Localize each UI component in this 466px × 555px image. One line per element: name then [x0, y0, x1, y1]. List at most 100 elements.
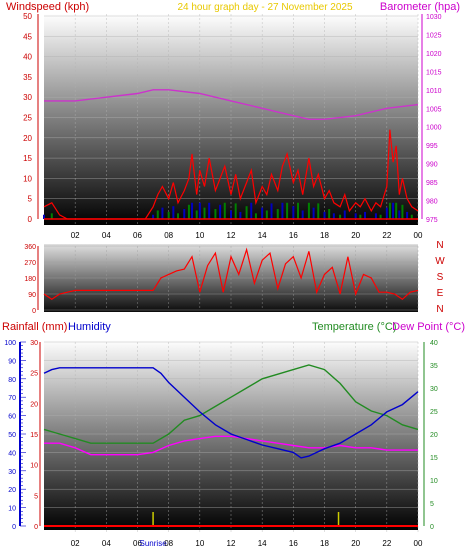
direction-y-tick: 360 — [24, 244, 36, 251]
humidity-y-tick: 80 — [8, 377, 16, 384]
humidity-y-tick: 10 — [8, 506, 16, 513]
gust-bar — [172, 206, 175, 219]
temperature-y-tick: 5 — [430, 501, 434, 508]
gust-bar — [161, 207, 164, 219]
gust-bar — [410, 214, 413, 219]
windspeed-line — [43, 129, 419, 220]
dewpoint-label: Dew Point (°C) — [392, 321, 465, 333]
gust-bar — [214, 209, 217, 219]
wind-y-tick: 30 — [23, 93, 32, 102]
rainfall-y-tick: 10 — [30, 463, 38, 470]
temperature-line — [43, 364, 419, 444]
gust-bar — [323, 211, 326, 219]
barometer-y-tick: 1000 — [426, 125, 442, 132]
gust-bar — [339, 214, 342, 219]
temperature-x-tick: 00 — [414, 539, 423, 548]
compass-label: W — [435, 256, 445, 267]
direction-y-tick: 270 — [24, 260, 36, 267]
gust-bar — [234, 203, 237, 219]
wind-x-tick: 20 — [351, 231, 360, 240]
temperature-x-tick: 06 — [133, 539, 142, 548]
rainfall-y-tick: 30 — [30, 340, 38, 347]
rainfall-y-tick: 20 — [30, 401, 38, 408]
barometer-y-tick: 1015 — [426, 69, 442, 76]
wind-x-tick: 12 — [227, 231, 236, 240]
gust-bar — [343, 210, 346, 219]
wind-y-tick: 10 — [23, 174, 32, 183]
barometer-y-tick: 990 — [426, 162, 438, 169]
wind-y-tick: 50 — [23, 12, 32, 21]
humidity-y-tick: 60 — [8, 414, 16, 421]
gust-bar — [198, 202, 201, 219]
humidity-line — [43, 367, 419, 459]
humidity-y-tick: 0 — [12, 524, 16, 531]
wind-y-tick: 0 — [28, 215, 33, 224]
humidity-label: Humidity — [68, 321, 111, 333]
wind-x-tick: 18 — [320, 231, 329, 240]
gust-bar — [307, 202, 310, 219]
barometer-y-tick: 1020 — [426, 51, 442, 58]
temperature-x-tick: 04 — [102, 539, 111, 548]
temperature-y-tick: 40 — [430, 340, 438, 347]
gust-bar — [265, 210, 268, 219]
gust-bar — [43, 214, 45, 219]
gust-bar — [276, 209, 279, 219]
rainfall-y-tick: 15 — [30, 432, 38, 439]
temperature-x-tick: 10 — [195, 539, 204, 548]
direction-y-tick: 90 — [28, 292, 36, 299]
gust-bar — [406, 211, 409, 219]
wind-x-tick: 22 — [382, 231, 391, 240]
humidity-y-tick: 100 — [4, 340, 16, 347]
barometer-line — [44, 89, 419, 120]
rainfall-y-tick: 25 — [30, 371, 38, 378]
gust-bar — [50, 213, 53, 219]
gust-bar — [398, 210, 401, 219]
gust-bar — [183, 209, 186, 219]
gust-bar — [223, 202, 226, 219]
wind-y-tick: 35 — [23, 73, 32, 82]
gust-bar — [328, 209, 331, 219]
gust-bar — [332, 213, 335, 219]
wind-y-tick: 15 — [23, 154, 32, 163]
humidity-y-tick: 40 — [8, 450, 16, 457]
windspeed-label: Windspeed (kph) — [6, 1, 89, 13]
barometer-y-tick: 1010 — [426, 88, 442, 95]
compass-label: E — [437, 288, 444, 299]
gust-bar — [379, 214, 382, 219]
gust-bar — [195, 210, 198, 219]
gust-bar — [292, 206, 295, 219]
barometer-y-tick: 1025 — [426, 32, 442, 39]
wind-y-tick: 20 — [23, 134, 32, 143]
gust-bar — [401, 204, 404, 219]
gust-bar — [208, 202, 211, 219]
gust-bar — [388, 202, 391, 219]
gust-bar — [239, 211, 242, 219]
wind-x-tick: 06 — [133, 231, 142, 240]
rainfall-label: Rainfall (mm) — [2, 321, 67, 333]
temperature-y-tick: 25 — [430, 409, 438, 416]
gust-bar — [392, 202, 395, 219]
gust-bar — [395, 202, 398, 219]
barometer-y-tick: 985 — [426, 180, 438, 187]
barometer-y-tick: 980 — [426, 199, 438, 206]
temperature-y-tick: 35 — [430, 363, 438, 370]
temperature-panel: 0102030405060708090100051015202530051015… — [4, 340, 438, 548]
temperature-y-tick: 10 — [430, 478, 438, 485]
temperature-x-tick: 08 — [164, 539, 173, 548]
humidity-y-tick: 30 — [8, 469, 16, 476]
gust-bar — [250, 202, 253, 219]
barometer-y-tick: 1030 — [426, 14, 442, 21]
gust-bar — [203, 207, 206, 219]
wind-x-tick: 00 — [414, 231, 423, 240]
gust-bar — [230, 210, 232, 219]
barometer-y-tick: 1005 — [426, 106, 442, 113]
temperature-x-tick: 14 — [258, 539, 267, 548]
humidity-y-tick: 50 — [8, 432, 16, 439]
direction-y-tick: 0 — [32, 308, 36, 315]
gust-bar — [254, 213, 257, 219]
humidity-y-tick: 70 — [8, 395, 16, 402]
temperature-label: Temperature (°C) — [312, 321, 396, 333]
gust-bar — [359, 214, 362, 219]
